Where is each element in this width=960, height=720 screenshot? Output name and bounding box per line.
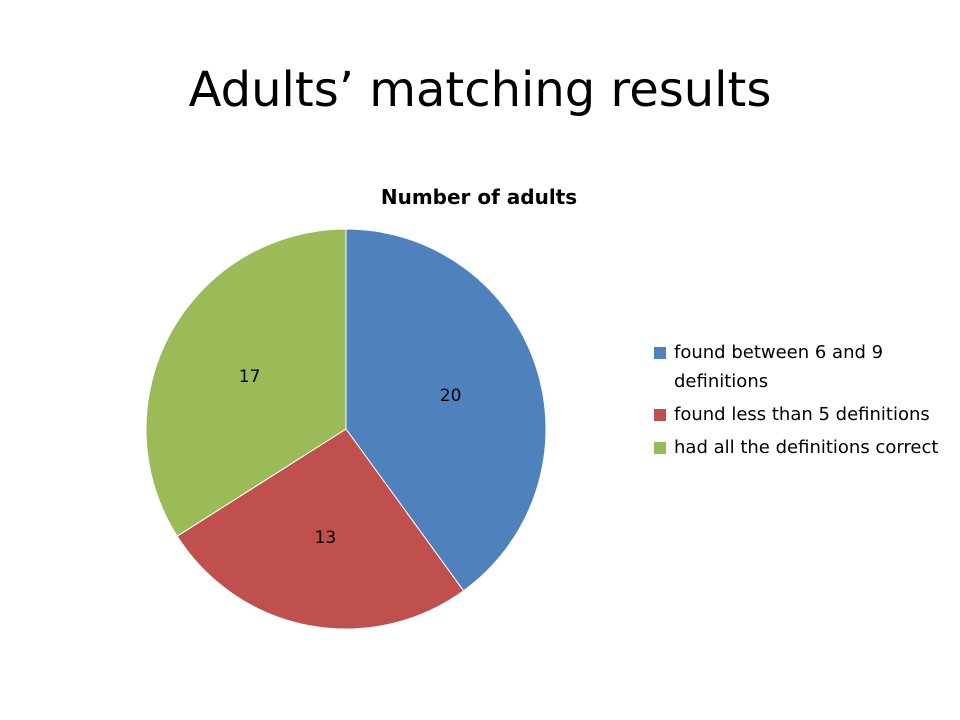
data-label-3: 17	[239, 367, 261, 387]
pie-data-labels: 20 13 17	[239, 367, 462, 548]
data-label-2: 13	[315, 528, 337, 548]
legend-swatch-2	[654, 409, 666, 421]
pie-slices	[145, 228, 547, 630]
pie-slice-3	[145, 228, 347, 537]
legend-item-1: found between 6 and 9 definitions	[654, 338, 954, 396]
pie-slice-1	[345, 228, 547, 592]
data-label-1: 20	[440, 386, 462, 406]
pie-slice-2	[176, 428, 465, 630]
legend-item-3: had all the definitions correct	[654, 433, 954, 462]
slide-title: Adults’ matching results	[188, 62, 772, 118]
legend-swatch-1	[654, 347, 666, 359]
legend-swatch-3	[654, 442, 666, 454]
chart-legend: found between 6 and 9 definitions found l…	[654, 338, 954, 466]
legend-label-1: found between 6 and 9 definitions	[674, 342, 884, 392]
legend-label-2: found less than 5 definitions	[674, 404, 930, 425]
legend-item-2: found less than 5 definitions	[654, 400, 954, 429]
chart-title: Number of adults	[381, 185, 577, 209]
legend-label-3: had all the definitions correct	[674, 437, 939, 458]
